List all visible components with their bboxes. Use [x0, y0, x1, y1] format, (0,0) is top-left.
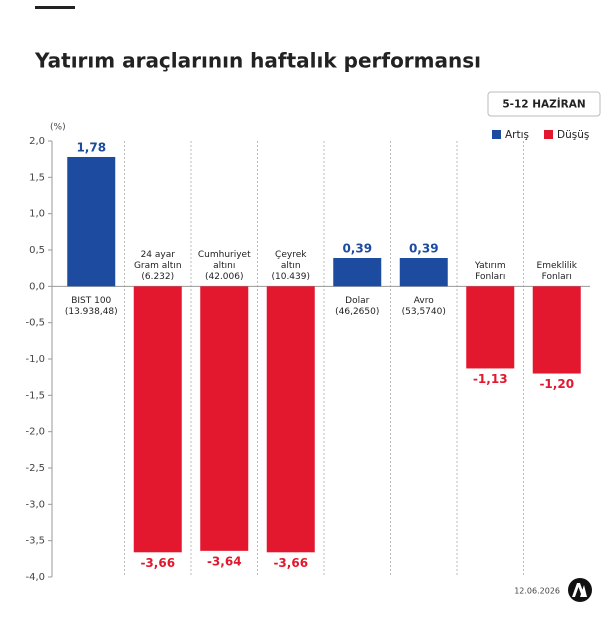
bar: [399, 257, 448, 287]
category-note: (10.439): [271, 272, 310, 282]
category-note: (42.006): [205, 272, 244, 282]
category-label: Çeyrek: [275, 250, 307, 260]
bar: [333, 257, 382, 287]
category-note: (46,2650): [335, 307, 379, 317]
category-label: Emeklilik: [537, 261, 578, 271]
category-label: Avro: [414, 296, 434, 306]
unit: (%): [50, 123, 66, 133]
value-label: 1,78: [76, 140, 106, 154]
y-tick-label: -0,5: [25, 318, 45, 329]
category-label: Yatırım: [474, 261, 506, 271]
legend-label: Artış: [505, 129, 529, 141]
y-tick-label: -1,5: [25, 390, 45, 401]
y-tick-label: -1,0: [25, 354, 45, 365]
chart-title: Yatırım araçlarının haftalık performansı: [34, 49, 481, 73]
value-label: -1,13: [473, 372, 508, 386]
bar: [532, 286, 581, 374]
category-label: Fonları: [542, 272, 572, 282]
value-label: -3,66: [140, 556, 175, 570]
value-label: 0,39: [342, 241, 372, 255]
category-label: Dolar: [345, 296, 369, 306]
y-tick-label: 0,0: [29, 281, 45, 292]
period: 5-12 HAZİRAN: [502, 97, 585, 111]
value-label: -3,66: [273, 556, 308, 570]
category-note: (6.232): [141, 272, 174, 282]
y-tick-label: 0,5: [29, 245, 45, 256]
legend-label: Düşüş: [557, 129, 589, 141]
y-tick-label: -2,5: [25, 463, 45, 474]
bar: [266, 286, 315, 553]
bar: [67, 156, 116, 287]
category-label: Gram altın: [134, 261, 182, 271]
category-label: altını: [213, 261, 235, 271]
date: 12.06.2026: [514, 587, 560, 596]
bar: [466, 286, 515, 369]
y-tick-label: -2,0: [25, 427, 45, 438]
y-tick-label: -3,0: [25, 499, 45, 510]
y-tick-label: 1,5: [29, 172, 45, 183]
category-note: (13.938,48): [65, 307, 118, 317]
logo: [568, 578, 592, 602]
category-label: 24 ayar: [141, 250, 176, 260]
value-label: 0,39: [409, 241, 439, 255]
bar: [133, 286, 182, 553]
bar: [200, 286, 249, 551]
category-label: Cumhuriyet: [198, 250, 251, 260]
y-tick-label: -4,0: [25, 572, 45, 583]
category-label: Fonları: [475, 272, 505, 282]
category-label: BIST 100: [71, 296, 111, 306]
value-label: -1,20: [539, 377, 574, 391]
y-tick-label: 1,0: [29, 209, 45, 220]
legend-swatch: [492, 130, 501, 139]
y-tick-label: -3,5: [25, 536, 45, 547]
value-label: -3,64: [207, 554, 242, 568]
period-box: [487, 91, 601, 117]
y-tick-label: 2,0: [29, 136, 45, 147]
category-note: (53,5740): [402, 307, 446, 317]
category-label: altın: [281, 261, 301, 271]
legend-swatch: [544, 130, 554, 139]
title-rule: [35, 6, 75, 9]
